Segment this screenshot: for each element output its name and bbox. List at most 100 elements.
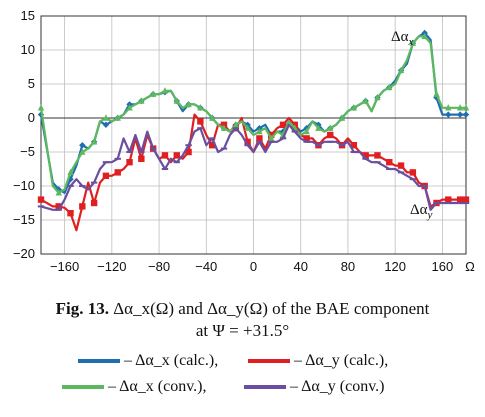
data-point xyxy=(409,39,417,46)
data-point xyxy=(208,142,216,149)
legend-swatch xyxy=(78,359,120,363)
data-point xyxy=(362,97,369,104)
data-point xyxy=(220,124,228,131)
series-label-y: Δαy xyxy=(410,202,433,221)
data-point xyxy=(362,152,369,159)
data-point xyxy=(197,118,204,125)
legend-item-1: – Δα_x (calc.), xyxy=(78,350,218,372)
data-point xyxy=(244,124,251,131)
data-point xyxy=(102,172,110,179)
data-point xyxy=(256,127,263,135)
data-point xyxy=(374,152,381,159)
y-tick-label: −15 xyxy=(13,212,35,227)
x-tick-label: 40 xyxy=(293,259,307,274)
data-point xyxy=(67,210,74,217)
chart-series xyxy=(37,29,470,232)
data-point xyxy=(462,196,470,203)
data-point xyxy=(185,148,192,156)
data-point xyxy=(79,148,86,155)
data-point xyxy=(79,203,86,210)
legend-label: – Δα_x (conv.), xyxy=(108,378,207,395)
series-label-subscript: x xyxy=(408,36,414,48)
data-point xyxy=(138,97,145,104)
legend-label: – Δα_y (calc.), xyxy=(294,352,389,369)
data-point xyxy=(232,121,239,128)
plot-frame xyxy=(40,15,467,255)
data-point xyxy=(256,135,263,142)
x-tick-label: 0 xyxy=(250,259,257,274)
data-point xyxy=(303,127,310,135)
series-label-text: Δα xyxy=(391,29,409,45)
data-point xyxy=(126,104,133,111)
data-point xyxy=(279,121,287,128)
data-point xyxy=(161,152,169,159)
x-tick-label: −120 xyxy=(97,259,126,274)
figure-label: Fig. 13. xyxy=(55,299,109,318)
data-point xyxy=(338,114,346,121)
x-tick-label: −80 xyxy=(148,259,170,274)
caption-line-1: Fig. 13. Δα_x(Ω) and Δα_y(Ω) of the BAE … xyxy=(0,298,485,320)
data-point xyxy=(102,121,110,128)
data-point xyxy=(374,93,381,101)
figure-caption: Fig. 13. Δα_x(Ω) and Δα_y(Ω) of the BAE … xyxy=(0,298,485,342)
data-point xyxy=(421,32,428,40)
legend-item-3: – Δα_x (conv.), xyxy=(62,376,207,398)
caption-line-2: at Ψ = +31.5° xyxy=(195,321,290,340)
data-point xyxy=(397,66,405,74)
data-point xyxy=(37,196,45,203)
legend-item-4: – Δα_y (conv.) xyxy=(244,376,385,398)
series-label-text: Δα xyxy=(410,202,428,218)
y-tick-label: −5 xyxy=(20,144,35,159)
data-point xyxy=(409,169,417,176)
data-point xyxy=(55,203,62,210)
data-point xyxy=(244,138,251,145)
data-point xyxy=(126,159,133,166)
data-point xyxy=(55,189,62,196)
data-point xyxy=(462,104,470,111)
data-point xyxy=(79,142,86,149)
data-point xyxy=(138,155,145,162)
data-point xyxy=(327,131,334,139)
data-point xyxy=(185,100,192,108)
data-point xyxy=(315,124,322,131)
data-point xyxy=(208,114,216,121)
data-point xyxy=(114,114,121,121)
legend-swatch xyxy=(62,385,104,389)
data-point xyxy=(350,142,358,149)
legend-label: – Δα_x (calc.), xyxy=(124,352,219,369)
data-point xyxy=(433,90,440,97)
data-point xyxy=(67,168,74,176)
legend-swatch xyxy=(244,385,286,389)
data-point xyxy=(303,135,310,142)
data-point xyxy=(173,152,180,159)
data-point xyxy=(462,111,470,118)
data-point xyxy=(173,97,180,104)
chart-axes xyxy=(40,15,467,255)
x-tick-label: 120 xyxy=(384,259,406,274)
legend-label: – Δα_y (conv.) xyxy=(290,378,385,395)
data-point xyxy=(350,104,358,111)
y-tick-label: 0 xyxy=(28,110,35,125)
data-point xyxy=(114,169,121,176)
y-tick-label: 5 xyxy=(28,76,35,91)
data-point xyxy=(90,199,98,207)
y-tick-label: −20 xyxy=(13,246,35,261)
data-point xyxy=(197,104,204,111)
y-tick-label: 15 xyxy=(21,8,35,23)
caption-text: Δα_x(Ω) and Δα_y(Ω) of the BAE component xyxy=(109,299,430,318)
data-point xyxy=(445,111,452,118)
data-point xyxy=(37,104,45,111)
series-label-x: Δαx xyxy=(391,29,414,48)
data-point xyxy=(161,87,169,94)
x-tick-label: 80 xyxy=(341,259,355,274)
data-point xyxy=(268,134,275,142)
y-tick-label: −10 xyxy=(13,178,35,193)
data-point xyxy=(456,104,464,111)
data-point xyxy=(386,83,393,91)
data-point xyxy=(102,114,110,121)
data-point xyxy=(386,159,393,166)
data-point xyxy=(445,196,452,203)
series-label-subscript: y xyxy=(427,209,433,221)
x-axis-label: Ω xyxy=(465,259,475,274)
